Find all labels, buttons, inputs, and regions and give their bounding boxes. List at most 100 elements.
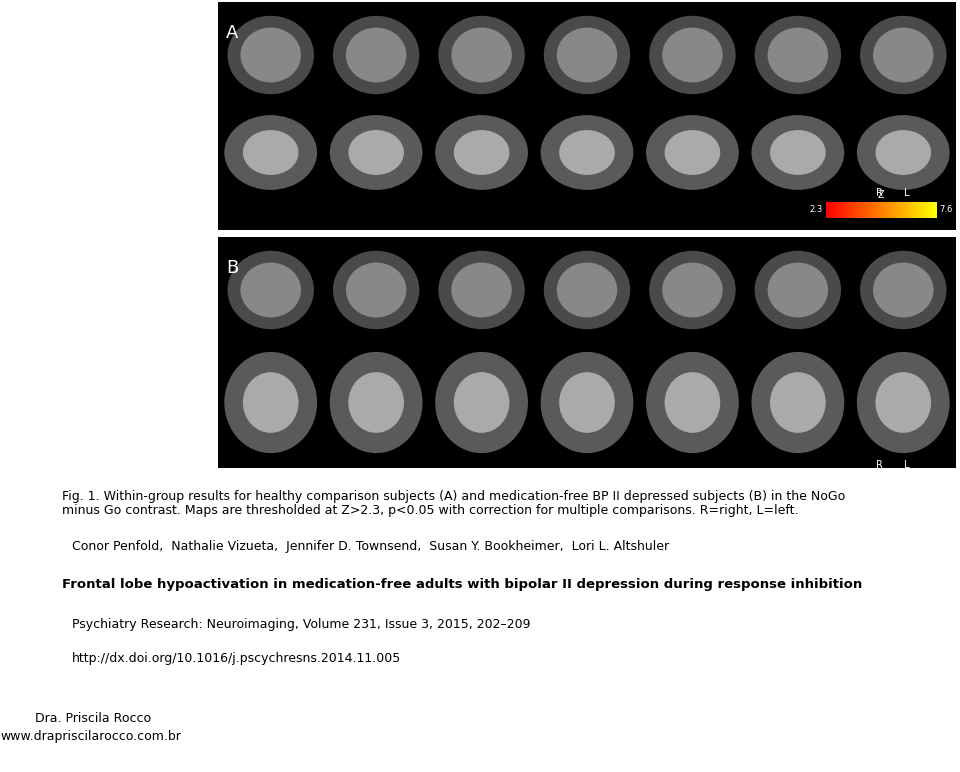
Ellipse shape <box>860 15 947 94</box>
Ellipse shape <box>435 115 528 190</box>
Bar <box>843 202 844 218</box>
Bar <box>853 202 854 218</box>
Text: L: L <box>904 188 909 198</box>
Ellipse shape <box>346 262 406 317</box>
Ellipse shape <box>333 15 420 94</box>
Text: http://dx.doi.org/10.1016/j.pscychresns.2014.11.005: http://dx.doi.org/10.1016/j.pscychresns.… <box>72 652 401 665</box>
Text: www.drapriscilarocco.com.br: www.drapriscilarocco.com.br <box>0 730 180 743</box>
Bar <box>911 202 912 218</box>
Bar <box>919 202 920 218</box>
Bar <box>844 202 845 218</box>
Bar <box>854 202 855 218</box>
Ellipse shape <box>346 28 406 83</box>
Bar <box>876 202 877 218</box>
Bar <box>922 202 923 218</box>
Bar <box>832 202 833 218</box>
Ellipse shape <box>768 262 828 317</box>
Bar <box>859 202 860 218</box>
Bar <box>832 202 833 218</box>
Ellipse shape <box>557 262 617 317</box>
Ellipse shape <box>646 352 739 453</box>
Bar <box>852 202 853 218</box>
Ellipse shape <box>348 130 404 175</box>
Bar <box>876 202 877 218</box>
Bar <box>869 202 870 218</box>
Bar <box>848 202 849 218</box>
Bar <box>920 202 921 218</box>
Bar <box>845 202 846 218</box>
Bar <box>912 202 913 218</box>
Bar <box>847 202 848 218</box>
Ellipse shape <box>649 251 735 329</box>
Ellipse shape <box>876 372 931 433</box>
Bar <box>894 202 895 218</box>
Bar <box>849 202 851 218</box>
Bar <box>856 202 858 218</box>
Ellipse shape <box>435 352 528 453</box>
Ellipse shape <box>559 372 614 433</box>
Bar <box>911 202 912 218</box>
Bar <box>866 202 867 218</box>
Text: 2.3: 2.3 <box>809 205 823 215</box>
Text: L: L <box>904 460 909 470</box>
Bar <box>867 202 868 218</box>
Text: A: A <box>226 24 238 42</box>
Bar <box>907 202 908 218</box>
Bar <box>879 202 880 218</box>
Bar <box>861 202 862 218</box>
Bar <box>898 202 900 218</box>
Bar <box>904 202 905 218</box>
Ellipse shape <box>857 352 949 453</box>
Ellipse shape <box>752 115 844 190</box>
Bar <box>840 202 841 218</box>
Bar <box>888 202 889 218</box>
Bar <box>901 202 903 218</box>
Bar <box>830 202 831 218</box>
Ellipse shape <box>860 251 947 329</box>
Bar <box>871 202 872 218</box>
Ellipse shape <box>664 130 720 175</box>
Bar <box>831 202 832 218</box>
Ellipse shape <box>243 372 299 433</box>
Bar <box>858 202 859 218</box>
Ellipse shape <box>755 251 841 329</box>
Bar <box>843 202 844 218</box>
Bar <box>866 202 867 218</box>
Bar <box>842 202 843 218</box>
Bar <box>923 202 924 218</box>
Ellipse shape <box>873 28 933 83</box>
Bar <box>905 202 907 218</box>
Bar <box>844 202 845 218</box>
Text: Psychiatry Research: Neuroimaging, Volume 231, Issue 3, 2015, 202–209: Psychiatry Research: Neuroimaging, Volum… <box>72 618 531 631</box>
Bar <box>862 202 863 218</box>
Bar <box>929 202 930 218</box>
Bar <box>901 202 902 218</box>
Bar <box>927 202 928 218</box>
Bar <box>846 202 847 218</box>
Ellipse shape <box>329 352 422 453</box>
Bar <box>916 202 917 218</box>
Bar <box>897 202 898 218</box>
Bar <box>865 202 866 218</box>
Bar <box>885 202 886 218</box>
Bar <box>877 202 878 218</box>
Bar <box>885 202 886 218</box>
Ellipse shape <box>240 262 301 317</box>
Bar <box>915 202 916 218</box>
Bar <box>919 202 920 218</box>
Bar <box>877 202 878 218</box>
Bar <box>836 202 837 218</box>
Bar <box>899 202 900 218</box>
Bar <box>870 202 871 218</box>
Bar <box>916 202 917 218</box>
Bar <box>829 202 831 218</box>
Bar <box>929 202 930 218</box>
Bar <box>864 202 865 218</box>
Bar <box>874 202 875 218</box>
Bar <box>903 202 904 218</box>
Text: Dra. Priscila Rocco: Dra. Priscila Rocco <box>35 712 151 725</box>
Bar <box>867 202 868 218</box>
Bar <box>849 202 850 218</box>
Bar <box>927 202 928 218</box>
Bar <box>905 202 906 218</box>
